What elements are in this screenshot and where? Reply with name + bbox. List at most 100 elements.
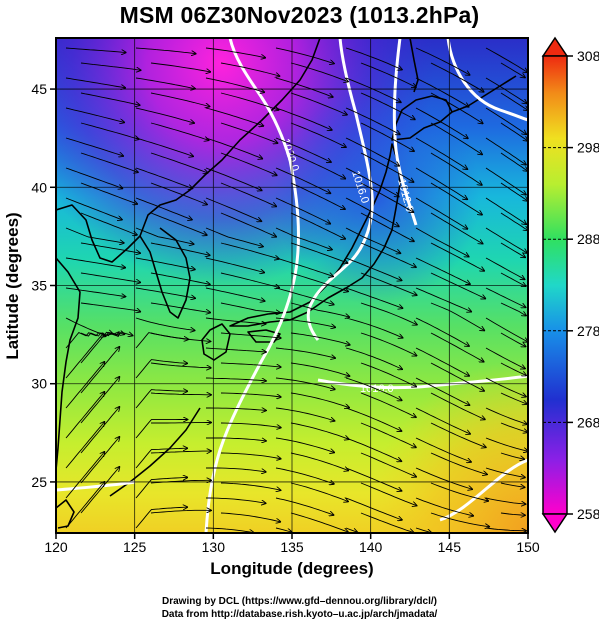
streamline — [220, 332, 281, 338]
streamline — [345, 347, 402, 369]
x-tick-label: 135 — [280, 539, 304, 555]
streamline — [345, 317, 403, 338]
streamline — [485, 377, 526, 397]
streamline — [290, 452, 348, 471]
streamline — [220, 92, 279, 110]
streamline — [65, 362, 104, 409]
streamline — [485, 137, 526, 165]
colorbar-bottom-cap — [541, 513, 569, 534]
streamline — [220, 422, 281, 428]
streamline — [430, 302, 484, 330]
streamline — [415, 467, 472, 489]
coastline-korea — [139, 227, 191, 319]
streamline — [275, 77, 333, 97]
streamline — [206, 437, 266, 441]
streamline — [500, 272, 526, 286]
streamline — [80, 437, 119, 484]
streamline — [150, 212, 207, 235]
streamline — [80, 302, 140, 312]
streamline — [430, 362, 484, 391]
isobar-1016-sw — [56, 480, 136, 492]
streamline — [500, 92, 528, 110]
streamline — [430, 512, 489, 527]
colorbar-label: 258 — [577, 506, 599, 522]
streamline — [150, 62, 210, 72]
streamline — [430, 422, 486, 447]
streamline — [485, 317, 528, 342]
streamline — [360, 182, 413, 212]
streamline — [430, 122, 482, 154]
streamline — [500, 302, 526, 316]
streamline — [360, 482, 417, 506]
streamline — [500, 242, 525, 257]
y-axis-label: Latitude (degrees) — [3, 212, 22, 359]
streamline — [345, 287, 403, 308]
y-tick-label: 45 — [31, 81, 47, 97]
streamline — [205, 347, 266, 352]
colorbar: 308 298 288 278 268 258 — [541, 36, 599, 534]
x-tick-label: 125 — [123, 539, 147, 555]
streamline — [80, 212, 137, 235]
streamline — [150, 182, 207, 205]
streamline — [65, 167, 122, 188]
streamline — [500, 62, 525, 78]
x-tick-label: 145 — [438, 539, 462, 555]
streamline — [415, 107, 468, 138]
streamline — [430, 332, 484, 362]
streamline — [205, 107, 263, 126]
colorbar-label: 288 — [577, 231, 599, 247]
streamline — [415, 437, 471, 462]
streamline — [135, 137, 193, 156]
streamline — [360, 422, 416, 447]
streamline — [485, 107, 526, 134]
streamline — [290, 122, 346, 147]
streamline — [206, 497, 266, 503]
streamline — [80, 122, 139, 139]
streamline — [485, 287, 526, 307]
streamline — [150, 272, 210, 284]
streamline — [65, 452, 104, 499]
streamline — [150, 92, 210, 107]
y-tick-label: 35 — [31, 278, 47, 294]
streamline — [135, 107, 194, 123]
streamline — [220, 152, 277, 175]
streamline — [275, 347, 335, 358]
streamline — [275, 437, 334, 452]
streamline — [360, 122, 414, 151]
coastline-taiwan — [56, 499, 75, 529]
streamline — [275, 377, 335, 389]
x-axis-ticks: 120 125 130 135 140 145 150 — [44, 533, 540, 555]
streamline — [415, 377, 470, 405]
map-title: MSM 06Z30Nov2023 (1013.2hPa) — [119, 2, 480, 28]
streamline — [485, 47, 527, 72]
streamline — [415, 197, 467, 229]
streamline — [80, 347, 119, 394]
y-axis-ticks: 25 30 35 40 45 — [31, 81, 56, 490]
colorbar-label: 308 — [577, 48, 599, 64]
streamline — [135, 167, 192, 189]
streamline — [275, 167, 330, 193]
streamline — [290, 482, 348, 502]
streamline — [65, 227, 124, 243]
streamline — [65, 197, 122, 220]
streamline — [360, 152, 414, 182]
streamline — [65, 422, 104, 469]
streamline — [220, 392, 281, 397]
streamline — [80, 377, 119, 424]
streamline — [206, 467, 266, 472]
streamline — [500, 152, 528, 171]
coastline-china-east — [56, 257, 81, 471]
streamline — [135, 507, 187, 529]
streamline — [135, 77, 195, 89]
coastline-asia-mainland — [56, 38, 321, 263]
streamline — [275, 317, 335, 327]
streamline — [290, 332, 350, 345]
streamline — [430, 152, 482, 185]
streamline — [500, 362, 526, 375]
streamline — [220, 212, 276, 237]
streamline — [150, 451, 211, 453]
streamline — [135, 287, 195, 298]
streamline — [485, 197, 526, 224]
streamline — [430, 452, 487, 474]
streamline — [360, 92, 415, 119]
